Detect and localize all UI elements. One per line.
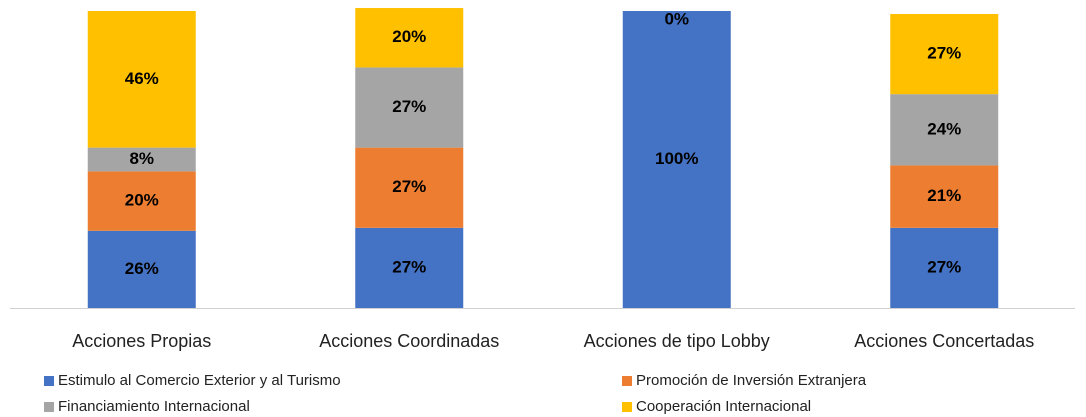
x-tick-label: Acciones Coordinadas (319, 331, 499, 351)
data-label: 46% (125, 69, 159, 88)
data-label: 0% (664, 9, 689, 28)
data-label: 27% (927, 44, 961, 63)
x-tick-label: Acciones de tipo Lobby (584, 331, 770, 351)
data-label: 27% (392, 257, 426, 276)
data-label: 24% (927, 119, 961, 138)
bar-segment (355, 147, 464, 228)
bar-segment (87, 11, 196, 148)
bar-segment (355, 8, 464, 68)
bar-segment (890, 94, 999, 166)
legend-swatch (622, 376, 632, 386)
x-tick-label: Acciones Concertadas (854, 331, 1034, 351)
data-label: 26% (125, 259, 159, 278)
data-label: 20% (125, 191, 159, 210)
data-label: 27% (927, 257, 961, 276)
legend-swatch (622, 402, 632, 412)
legend-label: Estimulo al Comercio Exterior y al Turis… (58, 372, 341, 389)
bar-segment (87, 147, 196, 172)
bar-segment (622, 11, 731, 308)
data-label: 27% (392, 97, 426, 116)
data-label: 27% (392, 177, 426, 196)
x-tick-label: Acciones Propias (72, 331, 211, 351)
bar-segment (355, 227, 464, 308)
legend-label: Promoción de Inversión Extranjera (636, 372, 867, 389)
data-label: 21% (927, 186, 961, 205)
bar-segment (890, 13, 999, 95)
legend-label: Cooperación Internacional (636, 398, 811, 415)
bar-segment (87, 171, 196, 231)
legend-swatch (44, 402, 54, 412)
data-label: 8% (129, 149, 154, 168)
legend-label: Financiamiento Internacional (58, 398, 250, 415)
bar-segment (890, 227, 999, 308)
bar-segment (355, 67, 464, 148)
legend-swatch (44, 376, 54, 386)
data-label: 100% (655, 149, 698, 168)
data-label: 20% (392, 27, 426, 46)
bar-segment (890, 165, 999, 228)
bar-segment (87, 230, 196, 308)
